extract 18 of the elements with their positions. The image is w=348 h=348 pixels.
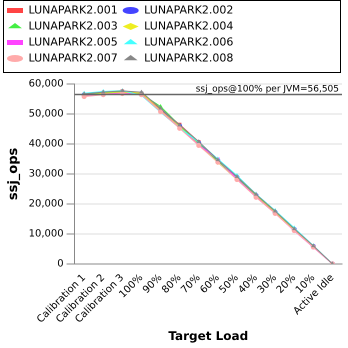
legend-label: LUNAPARK2.006 [144, 35, 234, 48]
y-tick-label: 30,000 [28, 168, 64, 180]
legend-label: LUNAPARK2.005 [28, 35, 118, 48]
y-axis-title: ssj_ops [6, 147, 22, 200]
ref-line-label: ssj_ops@100% per JVM=56,505 [196, 84, 339, 94]
y-tick-label: 40,000 [28, 138, 64, 150]
legend-label: LUNAPARK2.004 [144, 19, 234, 32]
legend-label: LUNAPARK2.008 [144, 51, 234, 64]
y-tick-label: 10,000 [28, 228, 64, 240]
legend-label: LUNAPARK2.002 [144, 3, 234, 16]
x-axis-title: Target Load [168, 328, 248, 343]
y-tick-label: 60,000 [28, 78, 64, 90]
legend-label: LUNAPARK2.003 [28, 19, 118, 32]
y-tick-label: 0 [57, 258, 64, 270]
legend-label: LUNAPARK2.001 [28, 3, 118, 16]
y-tick-label: 20,000 [28, 198, 64, 210]
legend-label: LUNAPARK2.007 [28, 51, 118, 64]
y-tick-label: 50,000 [28, 108, 64, 120]
